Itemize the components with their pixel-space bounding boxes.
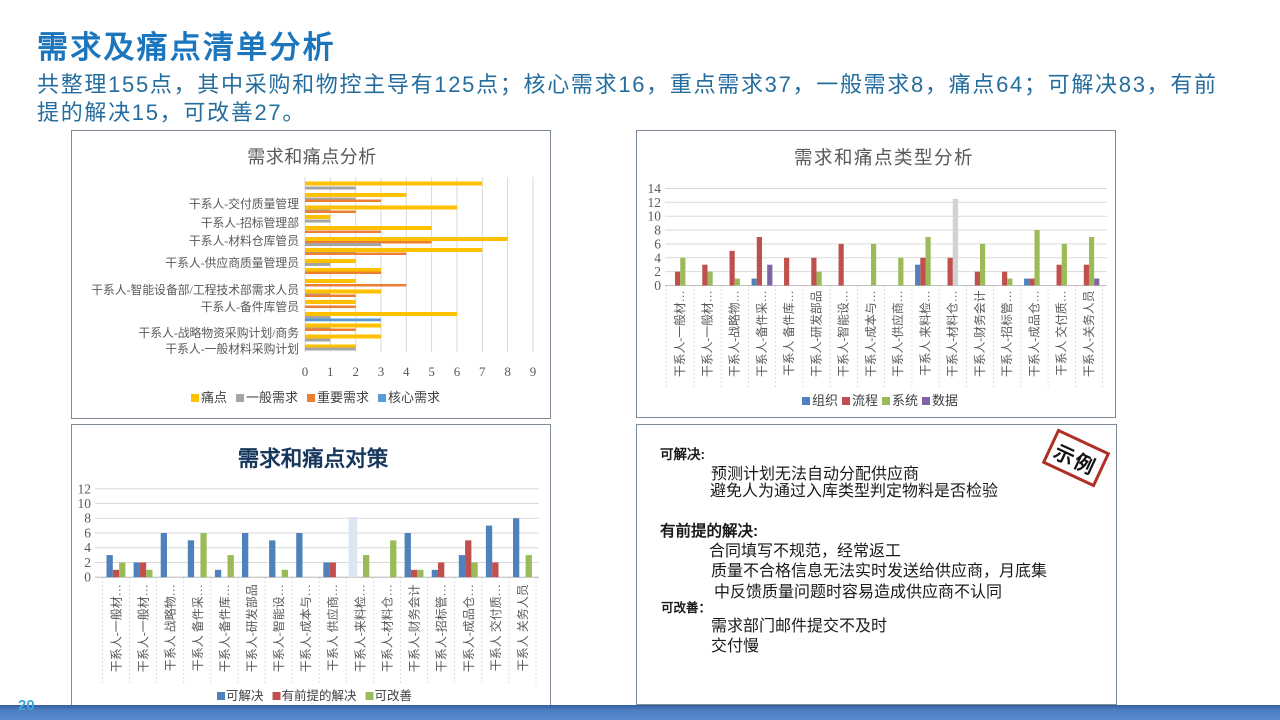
svg-text:干系人-智能设…: 干系人-智能设… [837, 291, 851, 378]
svg-text:干系人-关务人员: 干系人-关务人员 [1082, 290, 1096, 377]
svg-text:系统: 系统 [892, 393, 918, 408]
svg-text:干系人-智能设备部/工程技术部需求人员: 干系人-智能设备部/工程技术部需求人员 [91, 283, 299, 297]
svg-text:0: 0 [302, 364, 309, 379]
svg-text:12: 12 [648, 195, 662, 210]
svg-text:干系人-供应商…: 干系人-供应商… [891, 291, 905, 378]
svg-text:干系人-招标管…: 干系人-招标管… [434, 584, 449, 672]
svg-text:重要需求: 重要需求 [317, 390, 369, 405]
svg-text:干系人-备件库管员: 干系人-备件库管员 [201, 300, 300, 314]
svg-text:4: 4 [654, 250, 661, 265]
svg-text:4: 4 [403, 364, 410, 379]
svg-text:干系人-智能设…: 干系人-智能设… [271, 584, 286, 672]
svg-text:干系人-一般材料采购计划: 干系人-一般材料采购计划 [165, 342, 299, 356]
svg-text:组织: 组织 [812, 393, 838, 408]
svg-text:2: 2 [84, 555, 91, 570]
svg-text:干系人-备件库…: 干系人-备件库… [217, 584, 232, 672]
svg-text:干系人 供应商…: 干系人 供应商… [325, 584, 340, 671]
svg-text:干系人 备件库…: 干系人 备件库… [782, 291, 796, 377]
svg-text:2: 2 [654, 264, 661, 279]
svg-text:2: 2 [352, 364, 359, 379]
svg-text:干系人-战略物资采购计划/商务: 干系人-战略物资采购计划/商务 [138, 326, 299, 340]
svg-text:干系人-成品仓…: 干系人-成品仓… [1028, 291, 1042, 378]
svg-text:干系人 战略物…: 干系人 战略物… [163, 584, 178, 671]
svg-text:核心需求: 核心需求 [388, 390, 440, 405]
svg-text:可改善: 可改善 [375, 688, 413, 703]
svg-text:干系人-招标管…: 干系人-招标管… [1000, 291, 1014, 378]
svg-text:需求和痛点对策: 需求和痛点对策 [238, 446, 389, 471]
svg-text:干系人-一般材…: 干系人-一般材… [673, 291, 687, 378]
svg-text:需求和痛点分析: 需求和痛点分析 [247, 147, 377, 167]
svg-text:干系人-备件采…: 干系人-备件采… [755, 291, 769, 378]
svg-text:6: 6 [84, 526, 91, 541]
svg-text:12: 12 [78, 481, 92, 496]
svg-text:8: 8 [504, 364, 511, 379]
svg-text:5: 5 [428, 364, 435, 379]
svg-text:干系人-一般材…: 干系人-一般材… [701, 291, 715, 378]
svg-text:6: 6 [654, 236, 661, 251]
svg-text:干系人-材料仓…: 干系人-材料仓… [381, 584, 395, 672]
svg-text:干系人-战略物…: 干系人-战略物… [728, 291, 742, 378]
svg-text:10: 10 [78, 496, 92, 511]
svg-text:0: 0 [654, 278, 661, 293]
svg-text:7: 7 [479, 364, 486, 379]
svg-text:干系人-成品仓…: 干系人-成品仓… [462, 584, 476, 672]
svg-text:数据: 数据 [932, 393, 958, 408]
svg-text:3: 3 [378, 364, 385, 379]
svg-text:干系人-一般材…: 干系人-一般材… [136, 584, 151, 672]
svg-text:有前提的解决: 有前提的解决 [282, 688, 358, 703]
svg-text:6: 6 [454, 364, 461, 379]
svg-text:干系人 来料检…: 干系人 来料检… [919, 291, 933, 377]
svg-text:干系人-成本与…: 干系人-成本与… [864, 291, 878, 378]
svg-text:干系人-材料仓…: 干系人-材料仓… [946, 291, 960, 378]
svg-text:4: 4 [84, 540, 91, 555]
svg-text:干系人-财务会计: 干系人-财务会计 [407, 584, 422, 672]
svg-text:干系人 备件采…: 干系人 备件采… [191, 584, 205, 671]
svg-text:10: 10 [648, 209, 662, 224]
svg-text:可解决: 可解决 [226, 689, 264, 703]
svg-text:干系人 交付质…: 干系人 交付质… [488, 584, 503, 671]
svg-text:干系人-交付质量管理: 干系人-交付质量管理 [189, 197, 299, 211]
svg-text:9: 9 [530, 364, 537, 379]
svg-text:干系人-研发部品: 干系人-研发部品 [244, 584, 259, 672]
svg-text:8: 8 [84, 511, 91, 526]
svg-text:痛点: 痛点 [201, 390, 227, 405]
svg-text:8: 8 [654, 223, 661, 238]
svg-text:流程: 流程 [852, 393, 878, 408]
svg-text:干系人-成本与…: 干系人-成本与… [299, 584, 313, 672]
svg-text:干系人-来料检…: 干系人-来料检… [352, 584, 367, 672]
svg-text:干系人-招标管理部: 干系人-招标管理部 [201, 216, 300, 230]
svg-text:干系人-供应商质量管理员: 干系人-供应商质量管理员 [165, 256, 299, 270]
svg-text:0: 0 [84, 570, 91, 585]
svg-text:一般需求: 一般需求 [246, 390, 298, 405]
svg-text:干系人-财务会计: 干系人-财务会计 [973, 290, 987, 377]
svg-text:干系人 关务人员: 干系人 关务人员 [515, 584, 530, 671]
svg-text:14: 14 [648, 181, 662, 196]
svg-text:干系人-一般材…: 干系人-一般材… [109, 584, 124, 672]
svg-text:需求和痛点类型分析: 需求和痛点类型分析 [794, 148, 974, 169]
svg-text:1: 1 [327, 364, 334, 379]
svg-text:干系人 交付质…: 干系人 交付质… [1055, 291, 1069, 377]
svg-text:干系人-材料仓库管员: 干系人-材料仓库管员 [189, 234, 299, 248]
svg-text:干系人-研发部品: 干系人-研发部品 [810, 291, 824, 378]
